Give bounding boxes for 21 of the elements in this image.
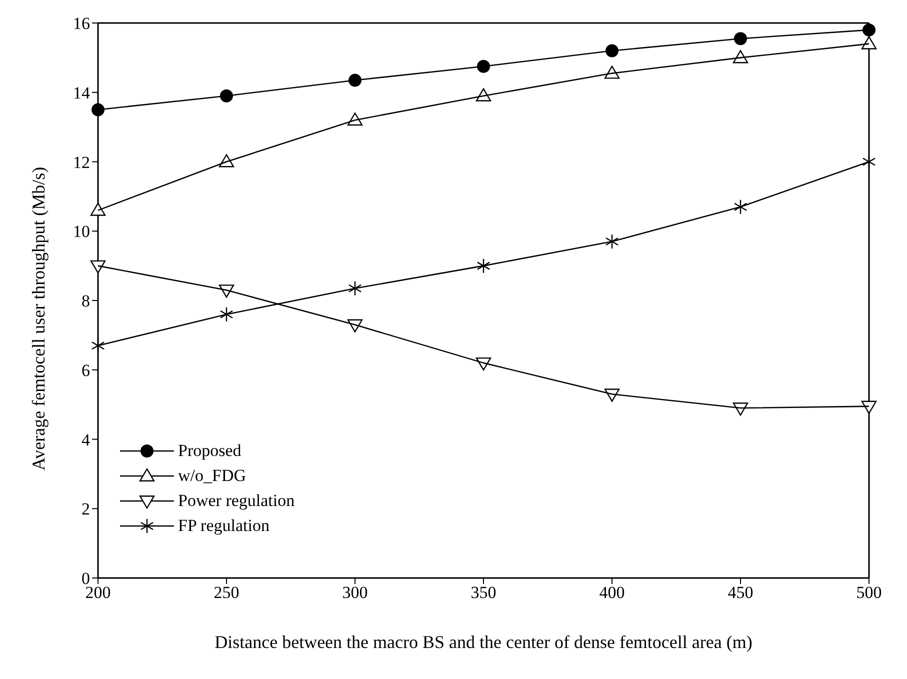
y-tick-label: 14 (73, 83, 90, 102)
y-tick-label: 10 (73, 222, 90, 242)
x-tick-label: 450 (728, 583, 754, 602)
x-tick-label: 500 (856, 583, 882, 602)
legend-label: FP regulation (178, 516, 270, 536)
y-tick-label: 6 (82, 360, 90, 380)
legend-label: w/o_FDG (178, 466, 246, 486)
x-tick-label: 250 (214, 583, 240, 602)
y-axis-title: Average femtocell user throughput (Mb/s) (28, 166, 48, 470)
y-tick-label: 12 (73, 152, 90, 172)
y-tick-label: 4 (82, 430, 90, 450)
x-tick-label: 200 (85, 583, 111, 602)
y-tick-label: 2 (82, 500, 90, 519)
x-tick-label: 400 (599, 583, 625, 602)
legend-label: Power regulation (178, 490, 295, 510)
x-tick-label: 350 (470, 583, 496, 602)
x-tick-label: 300 (342, 583, 368, 602)
x-axis-title: Distance between the macro BS and the center of dense femtocell area (m) (214, 632, 752, 652)
legend-label: Proposed (178, 440, 242, 460)
y-tick-label: 8 (82, 292, 90, 311)
y-tick-label: 16 (73, 14, 90, 34)
